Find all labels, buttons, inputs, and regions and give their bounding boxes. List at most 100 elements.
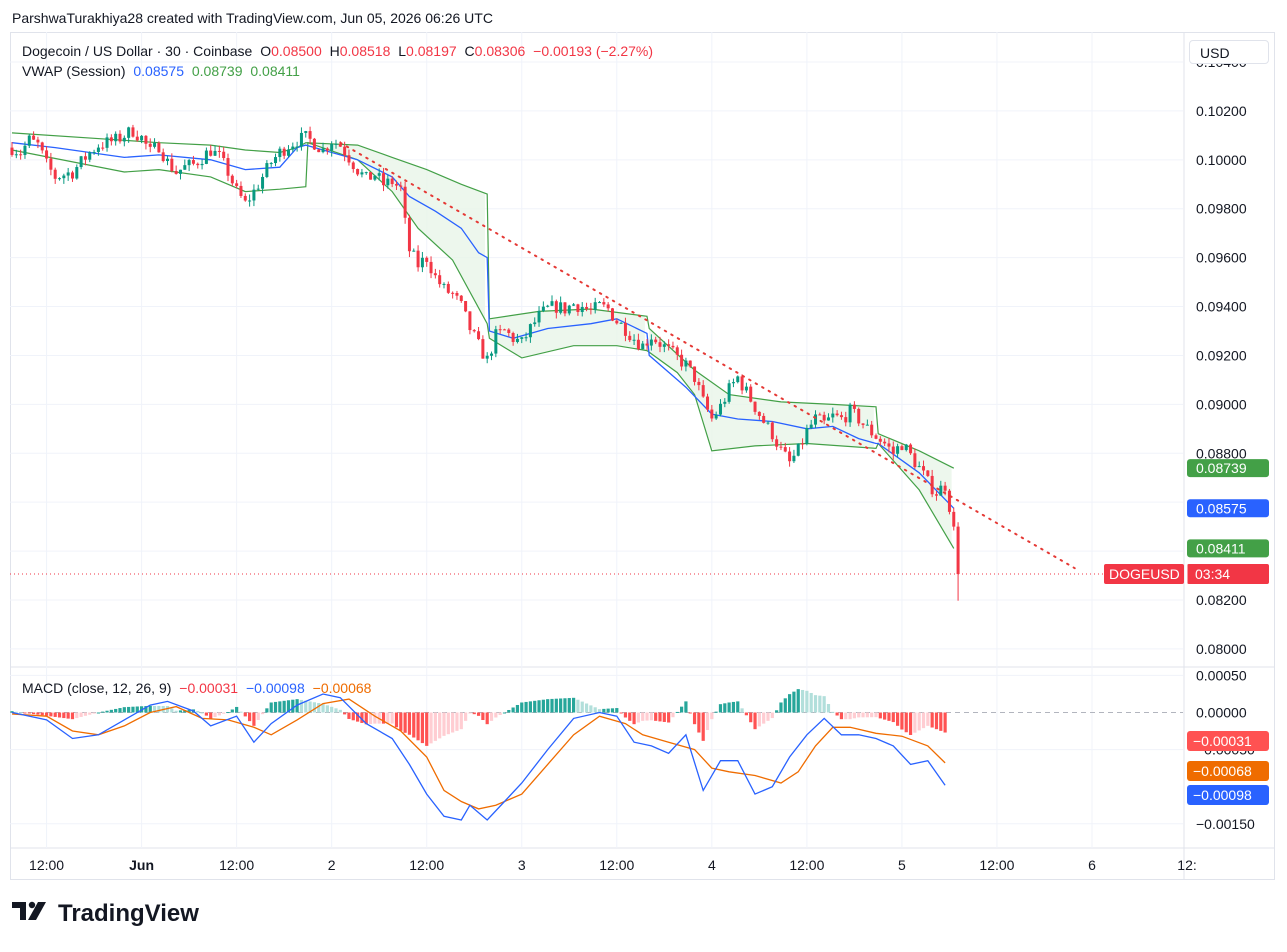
time-tick-label: 3: [518, 857, 526, 873]
candle-body: [533, 322, 537, 325]
candle-body: [429, 261, 433, 274]
candle-body: [101, 147, 105, 149]
macd-histogram-bar: [939, 712, 943, 731]
macd-histogram-bar: [70, 712, 75, 720]
candle-body: [502, 329, 506, 331]
low-label: L: [398, 43, 407, 59]
macd-line: [11, 693, 946, 821]
candle-body: [740, 376, 744, 391]
macd-histogram-bar: [165, 706, 170, 713]
candle-body: [161, 152, 165, 162]
time-tick-label: 12:00: [409, 857, 444, 873]
countdown-label: 03:34: [1195, 566, 1230, 582]
candle-body: [351, 162, 355, 170]
macd-histogram-bar: [857, 712, 861, 718]
price-axis-tag: [1187, 459, 1269, 478]
currency-button[interactable]: USD: [1189, 40, 1269, 64]
candle-body: [770, 422, 774, 440]
candle-body: [567, 305, 571, 314]
macd-histogram-bar: [740, 708, 744, 713]
macd-histogram-bar: [338, 709, 342, 713]
candle-body: [312, 138, 316, 150]
macd-histogram-bar: [533, 700, 537, 713]
low-value: 0.08197: [406, 43, 457, 59]
macd-histogram-bar: [252, 712, 256, 726]
macd-histogram-bar: [511, 707, 515, 713]
time-tick-label: 12:: [1177, 857, 1196, 873]
price-axis-tag-label: 0.08575: [1196, 500, 1247, 516]
macd-histogram-bar: [805, 690, 809, 713]
macd-histogram-bar: [299, 699, 304, 713]
candle-body: [818, 414, 822, 416]
macd-histogram-bar: [524, 701, 528, 713]
macd-histogram-bar: [921, 712, 926, 729]
candle-body: [19, 154, 23, 156]
macd-histogram-bar: [144, 706, 148, 713]
candle-body: [688, 360, 692, 367]
candle-body: [170, 158, 174, 171]
price-axis-tag-label: 0.08411: [1196, 540, 1246, 556]
macd-histogram-bar: [563, 698, 567, 713]
candle-body: [204, 150, 208, 164]
macd-histogram-bar: [343, 712, 347, 715]
high-label: H: [329, 43, 340, 59]
macd-label: MACD (close, 12, 26, 9): [22, 680, 172, 696]
macd-axis-tag: [1187, 731, 1269, 751]
candle-body: [114, 133, 118, 142]
macd-histogram-bar: [75, 712, 79, 719]
candle-body: [360, 172, 364, 175]
change-value: −0.00193 (−2.27%): [533, 43, 654, 59]
macd-histogram-bar: [476, 712, 481, 716]
candle-body: [874, 435, 878, 439]
macd-histogram-bar: [809, 692, 813, 713]
macd-histogram-bar: [83, 712, 88, 716]
candle-body: [900, 446, 904, 451]
candle-body: [623, 322, 627, 336]
macd-histogram-bar: [364, 712, 368, 725]
candle-body: [412, 250, 416, 252]
macd-line-value: −0.00098: [245, 680, 305, 696]
candle-body: [187, 160, 191, 166]
vwap-value: 0.08575: [133, 63, 184, 79]
macd-histogram-bar: [425, 712, 429, 746]
candle-body: [546, 305, 550, 307]
candle-body: [239, 185, 243, 196]
candle-body: [308, 131, 312, 139]
vwap-lower-value: 0.08411: [250, 63, 300, 79]
candle-body: [610, 308, 614, 321]
candle-body: [857, 408, 861, 424]
macd-histogram-bar: [412, 712, 416, 738]
macd-histogram-bar: [593, 707, 597, 713]
candle-body: [265, 163, 269, 177]
macd-histogram-bar: [930, 712, 934, 728]
candle-body: [438, 275, 442, 285]
macd-histogram-bar: [606, 708, 610, 713]
candle-body: [606, 304, 610, 309]
macd-axis-tag: [1187, 761, 1269, 781]
price-tick-label: 0.09200: [1196, 347, 1247, 363]
macd-histogram-bar: [831, 711, 835, 713]
chart-frame: [10, 32, 1275, 880]
macd-histogram-bar: [826, 703, 831, 713]
macd-histogram-bar: [360, 712, 364, 723]
macd-histogram-bar: [485, 712, 489, 725]
macd-histogram-bar: [14, 711, 18, 713]
candle-body: [248, 200, 252, 202]
macd-histogram-bar: [386, 712, 390, 724]
macd-histogram-bar: [273, 701, 278, 713]
candle-body: [572, 304, 576, 306]
macd-histogram-bar: [788, 694, 792, 713]
candle-body: [585, 307, 589, 309]
candle-body: [891, 446, 895, 454]
candle-body: [317, 149, 321, 153]
macd-histogram-bar: [433, 712, 437, 741]
macd-histogram-bar: [865, 712, 869, 718]
macd-histogram-bar: [200, 712, 204, 714]
candle-body: [757, 411, 761, 416]
candle-body: [468, 311, 472, 331]
candle-body: [887, 443, 891, 447]
candle-body: [706, 396, 710, 410]
candle-body: [628, 335, 632, 341]
candle-body: [744, 386, 748, 391]
